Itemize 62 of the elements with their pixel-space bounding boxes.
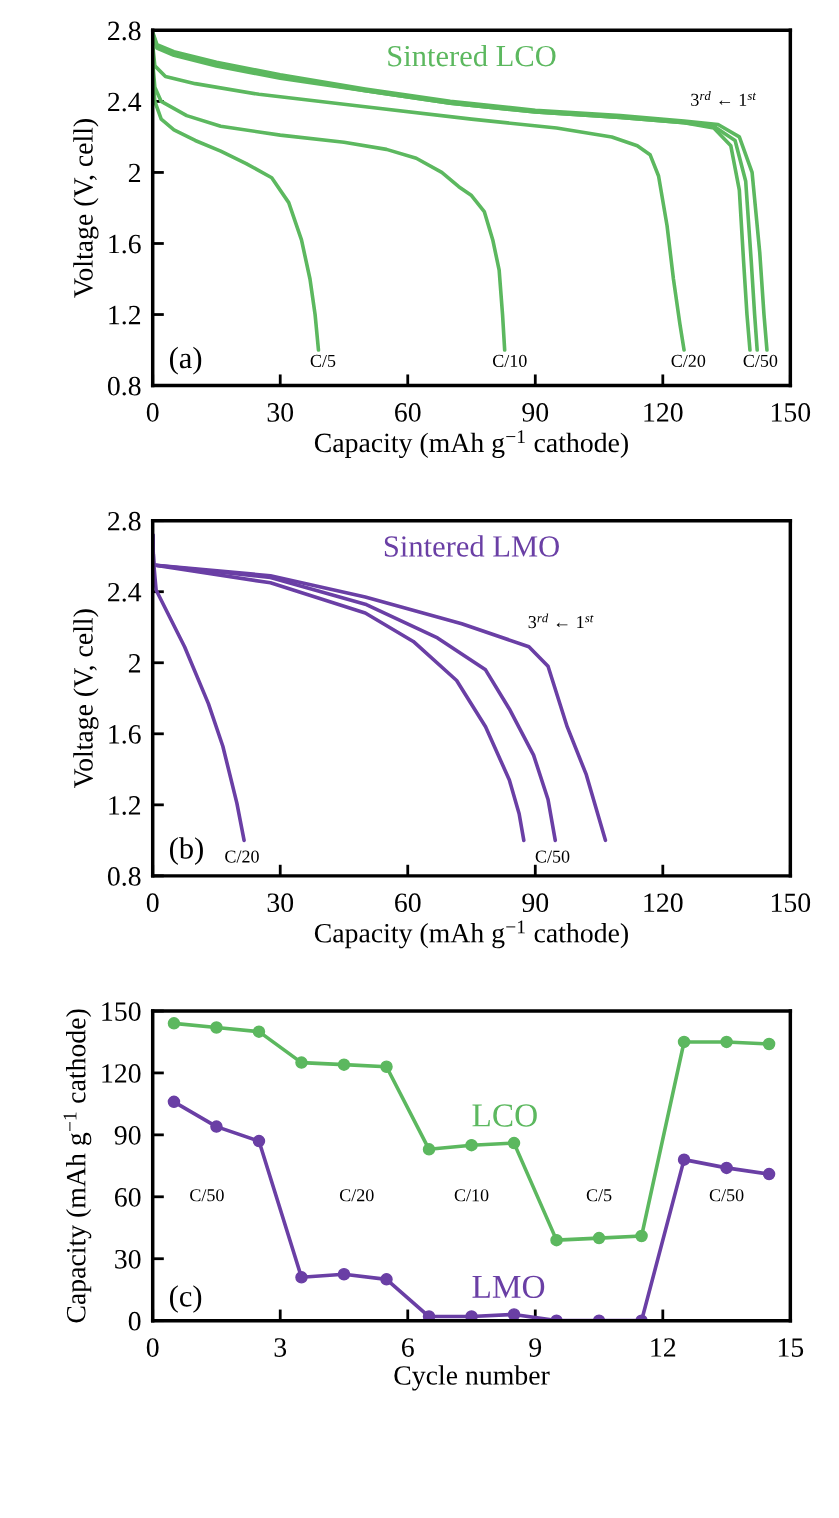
annotation: C/5 bbox=[586, 1189, 612, 1202]
annotation: C/50 bbox=[709, 1189, 744, 1202]
x-tick-label: 15 bbox=[778, 1338, 804, 1357]
y-tick-label: 2 bbox=[128, 163, 141, 183]
x-tick-label: 30 bbox=[267, 403, 294, 422]
x-tick-label: 90 bbox=[522, 893, 549, 913]
x-tick-label: 120 bbox=[644, 893, 683, 913]
annotation: C/5 bbox=[310, 354, 336, 367]
x-tick-label: 60 bbox=[395, 403, 421, 422]
x-tick-label: 6 bbox=[402, 1338, 414, 1357]
series-label: LMO bbox=[472, 1275, 545, 1299]
x-tick-label: 9 bbox=[529, 1338, 542, 1357]
annotation: C/10 bbox=[454, 1189, 489, 1202]
annotation: C/50 bbox=[535, 850, 570, 863]
annotation: (b) bbox=[169, 837, 203, 865]
x-tick-label: 150 bbox=[771, 403, 811, 422]
x-axis-title: Cycle number bbox=[394, 1365, 550, 1391]
chart-title: Sintered LCO bbox=[388, 44, 556, 67]
y-tick-label: 0 bbox=[128, 1311, 141, 1331]
y-tick-label: 1.2 bbox=[109, 305, 141, 325]
y-tick-label: 60 bbox=[115, 1187, 141, 1207]
x-tick-label: 0 bbox=[146, 1338, 159, 1357]
annotation: C/20 bbox=[225, 850, 259, 863]
chart-title: Sintered LMO bbox=[384, 535, 559, 557]
y-tick-label: 2 bbox=[128, 654, 141, 673]
y-tick-label: 2.8 bbox=[108, 511, 141, 531]
y-tick-label: 0.8 bbox=[107, 376, 141, 396]
x-tick-label: 120 bbox=[644, 403, 683, 422]
y-axis-title: Capacity (mAh g$^{−1}$ cathode) bbox=[63, 1009, 92, 1323]
annotation: C/20 bbox=[671, 354, 706, 367]
y-tick-label: 2.8 bbox=[108, 21, 141, 41]
y-tick-label: 1.2 bbox=[109, 796, 141, 815]
y-axis-title: Voltage (V, cell) bbox=[73, 119, 99, 298]
y-tick-label: 2.4 bbox=[108, 92, 142, 112]
x-axis-title: Capacity (mAh g$^{−1}$ cathode) bbox=[314, 920, 628, 949]
x-tick-label: 30 bbox=[267, 893, 294, 913]
y-tick-label: 30 bbox=[115, 1249, 141, 1269]
annotation: C/20 bbox=[339, 1189, 374, 1202]
annotation: 3$^{rd}$ ← 1$^{st}$ bbox=[691, 91, 757, 106]
x-tick-label: 150 bbox=[771, 893, 811, 913]
x-tick-label: 90 bbox=[522, 403, 549, 422]
annotation: C/10 bbox=[492, 354, 527, 367]
x-tick-label: 3 bbox=[274, 1338, 287, 1357]
annotation: C/50 bbox=[743, 354, 778, 367]
x-tick-label: 0 bbox=[146, 893, 159, 913]
y-tick-label: 120 bbox=[102, 1064, 141, 1083]
y-tick-label: 0.8 bbox=[107, 867, 141, 886]
x-tick-label: 60 bbox=[395, 893, 421, 913]
annotation: (a) bbox=[169, 346, 202, 375]
x-axis-title: Capacity (mAh g$^{−1}$ cathode) bbox=[314, 430, 628, 458]
y-tick-label: 90 bbox=[114, 1126, 141, 1145]
y-tick-label: 1.6 bbox=[109, 725, 141, 744]
y-tick-label: 150 bbox=[102, 1002, 141, 1021]
y-tick-label: 2.4 bbox=[108, 582, 142, 602]
annotation: (c) bbox=[169, 1285, 202, 1313]
annotation: C/50 bbox=[190, 1189, 224, 1202]
annotation: 3$^{rd}$ ← 1$^{st}$ bbox=[528, 613, 594, 629]
y-tick-label: 1.6 bbox=[109, 234, 141, 254]
y-axis-title: Voltage (V, cell) bbox=[73, 609, 99, 789]
x-tick-label: 0 bbox=[146, 403, 159, 422]
x-tick-label: 12 bbox=[651, 1338, 676, 1357]
series-label: LCO bbox=[472, 1104, 537, 1127]
